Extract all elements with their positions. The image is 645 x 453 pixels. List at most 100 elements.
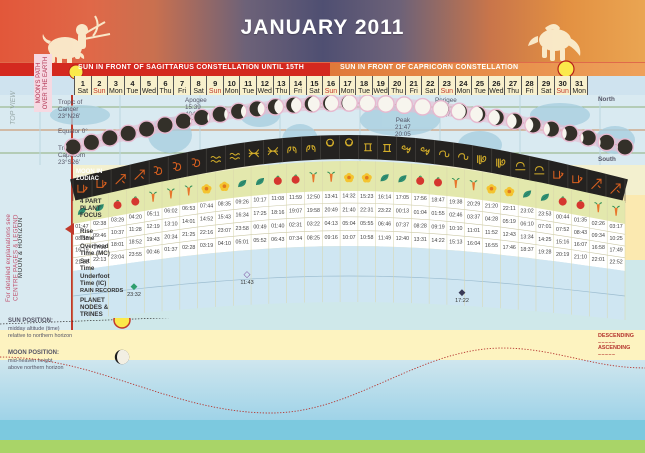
svg-text:08:43: 08:43 xyxy=(574,230,587,236)
svg-text:01:04: 01:04 xyxy=(414,210,427,216)
svg-text:05:19: 05:19 xyxy=(503,219,516,225)
svg-text:23:55: 23:55 xyxy=(129,252,142,258)
svg-text:23:58: 23:58 xyxy=(236,226,249,232)
svg-text:21:25: 21:25 xyxy=(182,232,195,238)
svg-text:14:32: 14:32 xyxy=(342,194,355,200)
svg-text:20:49: 20:49 xyxy=(325,208,338,214)
svg-text:01:55: 01:55 xyxy=(431,211,444,217)
svg-text:22:52: 22:52 xyxy=(609,260,622,266)
svg-text:02:28: 02:28 xyxy=(182,245,195,251)
svg-text:16:34: 16:34 xyxy=(236,213,249,219)
svg-text:10:25: 10:25 xyxy=(609,236,622,242)
svg-text:03:22: 03:22 xyxy=(307,222,320,228)
svg-text:07:37: 07:37 xyxy=(396,222,409,228)
svg-text:16:58: 16:58 xyxy=(592,245,605,251)
svg-text:17:56: 17:56 xyxy=(414,196,427,202)
svg-text:08:28: 08:28 xyxy=(414,223,427,229)
svg-text:08:25: 08:25 xyxy=(307,235,320,241)
svg-text:12:19: 12:19 xyxy=(146,224,159,230)
svg-text:05:55: 05:55 xyxy=(360,221,373,227)
svg-text:02:26: 02:26 xyxy=(592,221,605,227)
svg-text:12:40: 12:40 xyxy=(396,236,409,242)
svg-text:09:26: 09:26 xyxy=(236,199,249,205)
svg-text:10:58: 10:58 xyxy=(360,235,373,241)
svg-text:06:53: 06:53 xyxy=(182,206,195,212)
svg-text:05:52: 05:52 xyxy=(253,238,266,244)
svg-text:20:29: 20:29 xyxy=(467,201,480,207)
svg-text:17:46: 17:46 xyxy=(503,245,516,251)
svg-text:10:37: 10:37 xyxy=(111,230,124,236)
svg-text:22:11: 22:11 xyxy=(503,206,516,212)
svg-text:14:25: 14:25 xyxy=(538,237,551,243)
svg-text:22:16: 22:16 xyxy=(200,230,213,236)
svg-text:15:23: 15:23 xyxy=(360,194,373,200)
svg-text:05:11: 05:11 xyxy=(147,212,160,218)
svg-text:02:46: 02:46 xyxy=(449,213,462,219)
svg-text:21:20: 21:20 xyxy=(485,204,498,210)
svg-text:03:29: 03:29 xyxy=(111,218,124,224)
svg-text:02:31: 02:31 xyxy=(289,222,302,228)
svg-text:06:10: 06:10 xyxy=(520,221,533,227)
svg-text:04:10: 04:10 xyxy=(218,241,231,247)
svg-text:14:01: 14:01 xyxy=(182,219,195,225)
svg-text:00:13: 00:13 xyxy=(396,209,409,215)
svg-text:03:37: 03:37 xyxy=(467,215,480,221)
svg-text:09:34: 09:34 xyxy=(592,233,605,239)
svg-text:21:10: 21:10 xyxy=(574,254,587,260)
svg-text:13:31: 13:31 xyxy=(414,237,427,243)
svg-text:09:19: 09:19 xyxy=(431,225,444,231)
svg-text:22:31: 22:31 xyxy=(360,208,373,214)
svg-text:16:55: 16:55 xyxy=(485,243,498,249)
svg-text:04:28: 04:28 xyxy=(485,217,498,223)
svg-text:03:17: 03:17 xyxy=(609,224,622,230)
svg-text:18:37: 18:37 xyxy=(520,247,533,253)
svg-text:11:01: 11:01 xyxy=(467,228,480,234)
svg-text:05:04: 05:04 xyxy=(342,221,355,227)
svg-text:06:46: 06:46 xyxy=(378,222,391,228)
svg-text:00:46: 00:46 xyxy=(146,249,159,255)
svg-text:01:40: 01:40 xyxy=(271,223,284,229)
svg-text:01:35: 01:35 xyxy=(574,218,587,224)
svg-text:13:10: 13:10 xyxy=(164,221,177,227)
svg-text:13:41: 13:41 xyxy=(325,194,338,200)
svg-text:01:37: 01:37 xyxy=(164,247,177,253)
svg-text:11:59: 11:59 xyxy=(289,195,302,201)
svg-text:00:49: 00:49 xyxy=(253,225,266,231)
svg-text:20:34: 20:34 xyxy=(164,234,177,240)
svg-text:22:01: 22:01 xyxy=(592,257,605,263)
svg-text:06:43: 06:43 xyxy=(271,237,284,243)
svg-text:18:47: 18:47 xyxy=(431,198,444,204)
svg-text:19:28: 19:28 xyxy=(538,249,551,255)
svg-text:02:38: 02:38 xyxy=(93,221,106,227)
svg-text:23:02: 23:02 xyxy=(520,209,533,215)
svg-text:14:52: 14:52 xyxy=(200,217,213,223)
svg-text:15:16: 15:16 xyxy=(556,239,569,245)
svg-text:19:58: 19:58 xyxy=(307,208,320,214)
svg-text:16:14: 16:14 xyxy=(378,194,391,200)
svg-text:23:07: 23:07 xyxy=(218,228,231,234)
svg-text:11:52: 11:52 xyxy=(485,230,498,236)
svg-text:22:13: 22:13 xyxy=(93,257,106,263)
svg-text:07:44: 07:44 xyxy=(200,204,213,210)
svg-text:00:44: 00:44 xyxy=(556,215,569,221)
svg-text:12:50: 12:50 xyxy=(307,194,320,200)
svg-text:15:13: 15:13 xyxy=(449,240,462,246)
svg-text:07:34: 07:34 xyxy=(289,236,302,242)
svg-text:20:19: 20:19 xyxy=(556,252,569,258)
svg-text:14:22: 14:22 xyxy=(431,238,444,244)
svg-text:15:43: 15:43 xyxy=(218,215,231,221)
svg-text:18:16: 18:16 xyxy=(271,210,284,216)
svg-text:19:38: 19:38 xyxy=(449,199,462,205)
svg-text:19:43: 19:43 xyxy=(146,237,159,243)
svg-text:03:19: 03:19 xyxy=(200,243,213,249)
svg-text:04:20: 04:20 xyxy=(129,215,142,221)
svg-text:10:10: 10:10 xyxy=(449,226,462,232)
svg-text:09:16: 09:16 xyxy=(325,235,338,241)
svg-text:06:02: 06:02 xyxy=(164,209,177,215)
svg-text:05:01: 05:01 xyxy=(236,240,249,246)
svg-text:09:46: 09:46 xyxy=(93,233,106,239)
svg-text:07:01: 07:01 xyxy=(538,224,551,230)
svg-text:07:52: 07:52 xyxy=(556,227,569,233)
svg-text:18:52: 18:52 xyxy=(129,239,142,245)
svg-text:17:05: 17:05 xyxy=(396,195,409,201)
